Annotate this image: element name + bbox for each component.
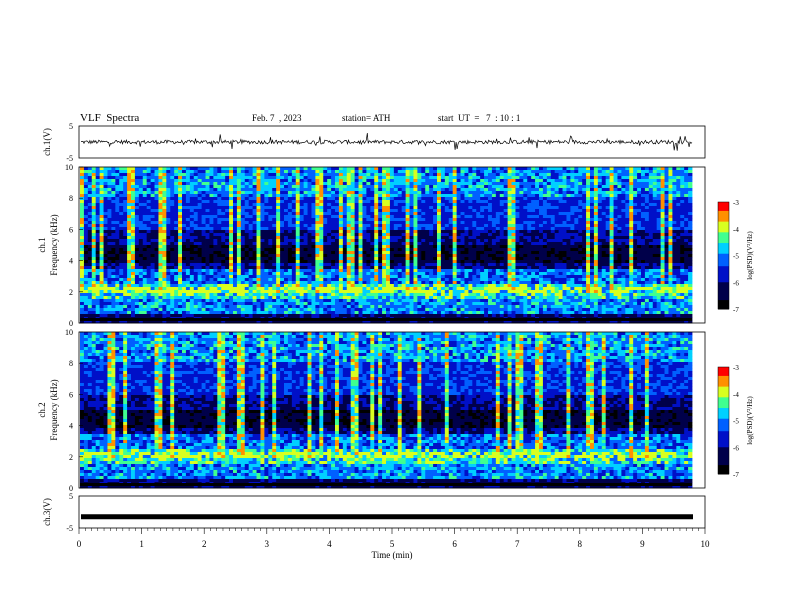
x-tick-label-1: 1 xyxy=(139,539,144,549)
x-tick-label-9: 9 xyxy=(640,539,645,549)
ch1-colorbar-tick: -3 xyxy=(733,199,739,207)
x-tick-label-2: 2 xyxy=(202,539,207,549)
ch1-ytick-label: 4 xyxy=(69,257,73,266)
ch1-ytick-label: 8 xyxy=(69,194,73,203)
ch2-bottom-band xyxy=(80,483,692,486)
chart-title: VLF Spectra xyxy=(80,112,140,124)
ch2-colorbar-tick: -6 xyxy=(733,444,739,452)
ch2-ytick-label: 8 xyxy=(69,359,73,368)
ch2-colorbar-tick: -5 xyxy=(733,418,739,426)
ch3-ytick-5: 5 xyxy=(69,492,73,501)
ch1-channel-label: ch.1 xyxy=(37,237,47,252)
ch1-ytick-label: 6 xyxy=(69,225,73,234)
date-label: Feb. 7 , 2023 xyxy=(252,113,302,123)
ch1-colorbar-label: log(PSD)(V²/Hz) xyxy=(746,231,754,280)
ch2-ytick-label: 0 xyxy=(69,484,73,493)
ch1-spec-frame xyxy=(78,166,706,324)
ch1-bottom-band xyxy=(80,318,692,321)
ch1-colorbar-tick: -4 xyxy=(733,226,739,234)
ch1-ylabel: Frequency (kHz) xyxy=(49,214,59,275)
ch1-ytick-minus5: -5 xyxy=(66,154,73,163)
x-tick-label-8: 8 xyxy=(578,539,583,549)
ch1-ytick-label: 2 xyxy=(69,288,73,297)
x-axis-label: Time (min) xyxy=(372,550,413,560)
ch1-frame xyxy=(78,125,706,159)
x-tick-label-0: 0 xyxy=(77,539,82,549)
ch3-frame xyxy=(78,495,706,529)
ch2-colorbar-tick: -4 xyxy=(733,391,739,399)
ch1-colorbar-tick: -7 xyxy=(733,306,739,314)
ch2-ytick-label: 6 xyxy=(69,390,73,399)
ch2-spec-frame xyxy=(78,331,706,489)
ch2-colorbar-label: log(PSD)(V²/Hz) xyxy=(746,396,754,445)
ch3-ylabel: ch.3(V) xyxy=(42,498,52,526)
ch2-ytick-label: 10 xyxy=(65,328,73,337)
ch2-ylabel: Frequency (kHz) xyxy=(49,379,59,440)
ch1-ytick-label: 0 xyxy=(69,319,73,328)
ch1-spectrogram xyxy=(80,167,729,324)
start-time-label: start UT = 7 : 10 : 1 xyxy=(438,113,521,123)
ch2-ytick-label: 4 xyxy=(69,422,73,431)
ch3-ytick-minus5: -5 xyxy=(66,524,73,533)
station-label: station= ATH xyxy=(342,113,391,123)
ch1-trace xyxy=(80,132,693,151)
x-tick-label-5: 5 xyxy=(390,539,395,549)
x-tick-label-4: 4 xyxy=(327,539,332,549)
x-tick-label-6: 6 xyxy=(452,539,457,549)
ch2-channel-label: ch.2 xyxy=(37,402,47,417)
ch2-colorbar-tick: -3 xyxy=(733,364,739,372)
ch1-colorbar xyxy=(717,201,730,310)
ch1-colorbar-tick: -5 xyxy=(733,253,739,261)
ch1-ytick-5: 5 xyxy=(69,122,73,131)
ch2-ytick-label: 2 xyxy=(69,453,73,462)
ch2-colorbar-tick: -7 xyxy=(733,471,739,479)
ch1-colorbar-tick: -6 xyxy=(733,279,739,287)
ch2-colorbar xyxy=(717,366,730,475)
ch2-spectrogram xyxy=(80,332,729,489)
x-tick-label-10: 10 xyxy=(701,539,711,549)
ch1-ytick-label: 10 xyxy=(65,163,73,172)
x-tick-label-7: 7 xyxy=(515,539,520,549)
x-tick-label-3: 3 xyxy=(265,539,270,549)
ch1-ylabel: ch.1(V) xyxy=(42,128,52,156)
